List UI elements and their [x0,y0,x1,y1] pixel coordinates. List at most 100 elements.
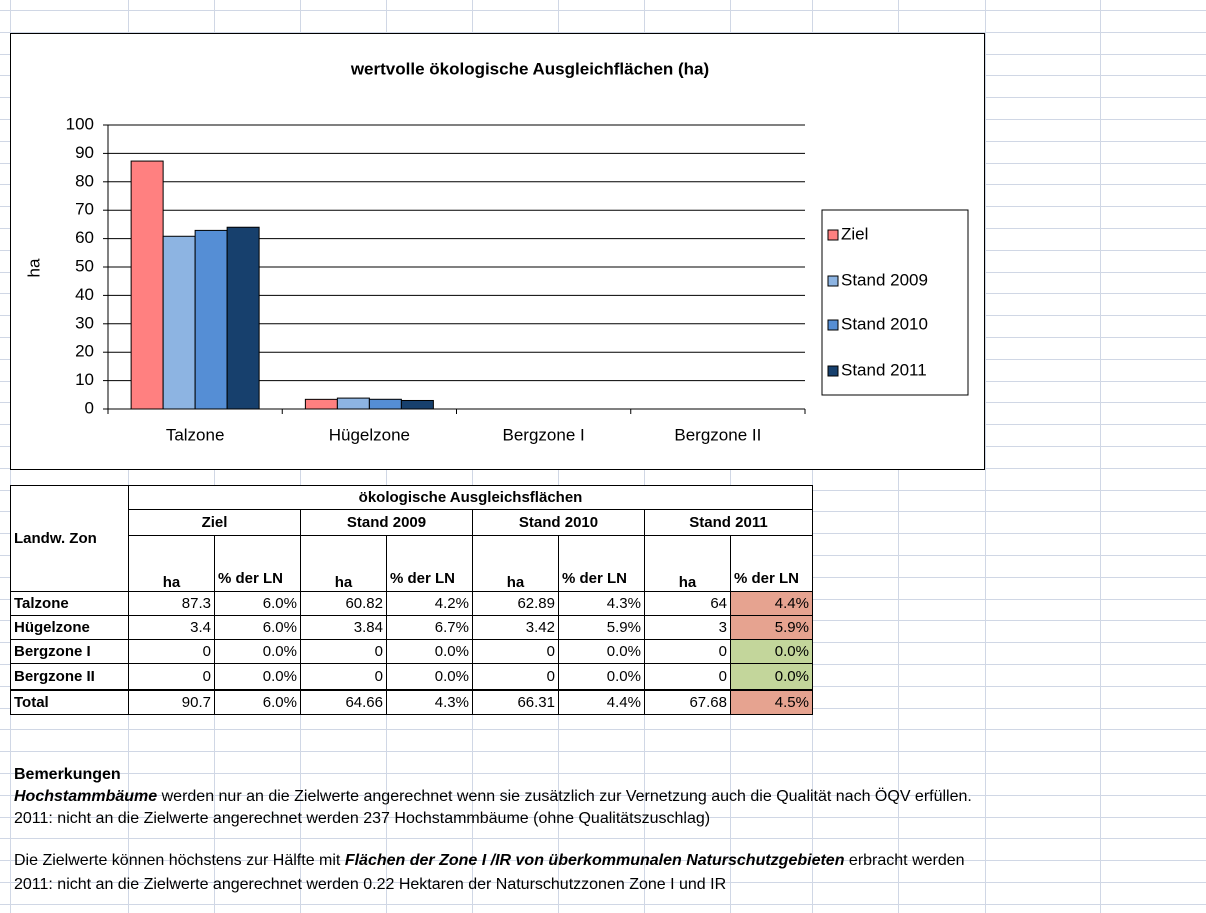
row-label: Hügelzone [10,615,129,640]
table-cell: 0 [472,639,559,664]
y-tick-label: 0 [85,398,94,417]
legend-swatch [827,275,839,287]
row-header-title: Landw. Zon [10,485,129,592]
note-emphasis: Hochstammbäume [14,788,158,805]
table-cell: 3.84 [300,615,387,640]
table-cell: 0.0% [386,639,473,664]
table-cell: 0.0% [730,663,813,690]
table-cell: 87.3 [128,591,215,616]
table-cell: 4.3% [386,688,473,715]
y-tick-label: 10 [75,370,94,389]
table-title: ökologische Ausgleichsflächen [128,485,813,510]
table-cell: 0 [644,639,731,664]
table-cell: 4.3% [558,591,645,616]
bar [304,398,338,410]
table-cell: 6.0% [214,591,301,616]
table-cell: 0.0% [214,639,301,664]
row-label: Bergzone I [10,639,129,664]
bar [162,235,196,410]
table-cell: 0 [128,663,215,690]
table-cell: 3 [644,615,731,640]
x-tick-label: Hügelzone [329,425,410,444]
table-cell: 64.66 [300,688,387,715]
row-label: Bergzone II [10,663,129,690]
y-tick-label: 40 [75,285,94,304]
note: 2011: nicht an die Zielwerte angerechnet… [14,810,710,828]
sub-header: ha [300,535,387,592]
note-text: erbracht werden [848,852,965,869]
y-tick-label: 20 [75,342,94,361]
table-cell: 0 [300,663,387,690]
table-cell: 3.4 [128,615,215,640]
sub-header: % der LN [730,535,813,592]
table-cell: 60.82 [300,591,387,616]
bar [130,160,164,410]
sub-header: % der LN [214,535,301,592]
table-cell: 0.0% [558,639,645,664]
table-cell: 6.0% [214,688,301,715]
table-cell: 6.7% [386,615,473,640]
row-label: Total [10,688,129,715]
table-cell: 5.9% [730,615,813,640]
legend-swatch [827,319,839,331]
table-cell: 62.89 [472,591,559,616]
chart-title: wertvolle ökologische Ausgleichflächen (… [350,59,709,78]
table-cell: 0 [300,639,387,664]
note-text: werden nur an die Zielwerte angerechnet … [161,788,972,805]
table-cell: 0.0% [214,663,301,690]
group-header: Ziel [128,509,301,536]
table-cell: 4.4% [730,591,813,616]
x-tick-label: Bergzone II [674,425,761,444]
table-cell: 0.0% [558,663,645,690]
table-cell: 5.9% [558,615,645,640]
group-header: Stand 2009 [300,509,473,536]
y-tick-label: 60 [75,228,94,247]
table-cell: 67.68 [644,688,731,715]
note: Die Zielwerte können höchstens zur Hälft… [14,852,965,870]
bar [194,229,228,410]
y-tick-label: 90 [75,143,94,162]
group-header: Stand 2010 [472,509,645,536]
x-tick-label: Bergzone I [503,425,585,444]
legend-label: Stand 2011 [841,360,927,379]
table-cell: 4.4% [558,688,645,715]
y-tick-label: 50 [75,256,94,275]
table-cell: 0 [472,663,559,690]
x-tick-label: Talzone [166,425,225,444]
legend-label: Stand 2009 [841,270,928,289]
data-table: Landw. Zon ökologische Ausgleichsflächen Z… [10,485,813,715]
table-cell: 0 [128,639,215,664]
table-cell: 4.2% [386,591,473,616]
table-cell: 4.5% [730,688,813,715]
sub-header: ha [128,535,215,592]
legend-swatch [827,365,839,377]
y-tick-label: 70 [75,200,94,219]
bar [400,399,434,410]
legend-label: Ziel [841,224,868,243]
chart: wertvolle ökologische Ausgleichflächen (… [10,33,985,470]
sub-header: ha [472,535,559,592]
table-cell: 0.0% [730,639,813,664]
sub-header: % der LN [386,535,473,592]
group-header: Stand 2011 [644,509,813,536]
legend-box [821,209,969,396]
table-cell: 66.31 [472,688,559,715]
sub-header: % der LN [558,535,645,592]
note-lead: Die Zielwerte können höchstens zur Hälft… [14,852,341,869]
bar [226,226,260,410]
note-emphasis: Flächen der Zone I /IR von überkommunale… [344,852,845,869]
y-axis-label: ha [24,258,43,277]
bar [368,398,402,410]
table-cell: 0.0% [386,663,473,690]
notes-heading: Bemerkungen [14,766,121,783]
bar [336,397,370,410]
table-cell: 90.7 [128,688,215,715]
y-tick-label: 30 [75,313,94,332]
legend-label: Stand 2010 [841,314,928,333]
y-tick-label: 80 [75,171,94,190]
note: Hochstammbäume werden nur an die Zielwer… [14,788,972,806]
table-cell: 3.42 [472,615,559,640]
note-text: 2011: nicht an die Zielwerte angerechnet… [14,876,727,893]
note: 2011: nicht an die Zielwerte angerechnet… [14,876,726,894]
